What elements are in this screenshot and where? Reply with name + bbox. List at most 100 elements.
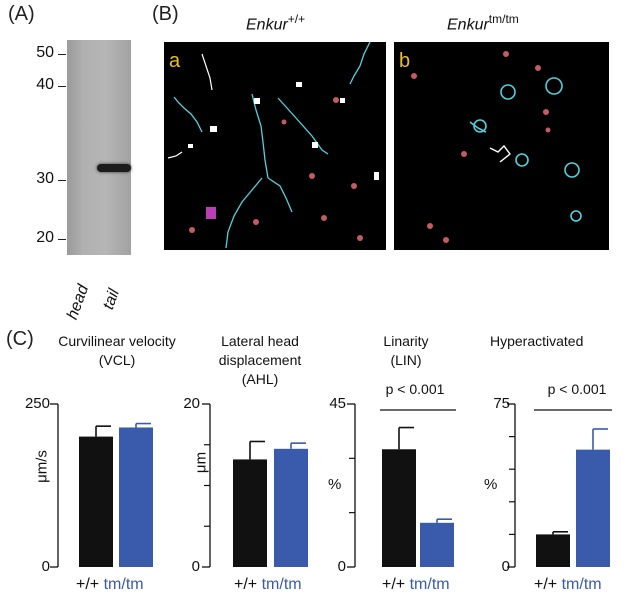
x-category-wildtype: +/+ tm/tm: [382, 576, 450, 594]
bar-mutant: [420, 522, 454, 567]
sperm-head: [340, 98, 345, 103]
x-category-wildtype: +/+ tm/tm: [534, 576, 602, 594]
sperm-head: [253, 219, 259, 225]
y-axis-label-lin: %: [328, 476, 342, 493]
chart-title-hyperactivated: Hyperactivated: [490, 333, 584, 349]
x-category-wildtype: +/+ tm/tm: [234, 576, 302, 594]
genotype-base: Enkur: [447, 16, 489, 34]
sperm-track: [251, 93, 269, 179]
y-axis-label-vcl: μm/s: [33, 450, 51, 483]
category-label: +/+: [382, 576, 406, 593]
micrograph-a-tracks: [167, 42, 379, 249]
chart-title-vcl: Curvilinear velocity (VCL): [58, 333, 176, 368]
mw-marker-tick: [58, 180, 66, 181]
genotype-base: Enkur: [246, 16, 288, 34]
sperm-track: [349, 42, 371, 85]
y-tick-min: 0: [191, 558, 200, 575]
y-tick-min: 0: [41, 558, 50, 575]
sperm-head: [411, 73, 417, 79]
bar-mutant: [274, 448, 308, 567]
sperm-head: [503, 51, 509, 57]
y-tick-max: 75: [493, 395, 510, 412]
y-axis-label-ahl: μm: [192, 451, 210, 474]
sperm-track: [469, 121, 487, 133]
sperm-head: [188, 144, 193, 148]
sperm-track: [225, 177, 263, 249]
panel-c-label: (C): [6, 328, 34, 350]
sperm-track: [570, 210, 582, 222]
sperm-track: [277, 97, 329, 155]
category-label: +/+: [534, 576, 558, 593]
sperm-head: [543, 109, 549, 115]
sperm-track: [201, 53, 213, 91]
category-label: +/+: [76, 576, 100, 593]
blot-band-tail: [97, 164, 131, 172]
sperm-head: [535, 65, 541, 71]
y-tick-max: 20: [183, 395, 200, 412]
bar-wildtype: [233, 459, 267, 567]
chart-title-lin: Linarity (LIN): [383, 333, 429, 368]
sperm-head: [281, 119, 287, 125]
sperm-head: [321, 215, 327, 221]
sperm-head: [210, 126, 217, 132]
micrograph-a: a: [164, 42, 386, 250]
micrograph-b-tracks: [411, 51, 582, 243]
mw-marker-tick: [58, 86, 66, 87]
sperm-head: [351, 183, 357, 189]
category-label: tm/tm: [409, 576, 450, 593]
micrograph-letter: b: [399, 50, 411, 72]
sperm-track: [545, 77, 563, 95]
panel-a-label: (A): [8, 3, 35, 25]
chart-title-ahl: Lateral head displacement (AHL): [218, 333, 302, 387]
sperm-track: [515, 153, 529, 167]
category-label: tm/tm: [103, 576, 144, 593]
sperm-head: [545, 127, 551, 133]
mw-marker-label: 50: [36, 44, 54, 61]
sperm-track: [564, 162, 580, 178]
y-tick-min: 0: [337, 558, 346, 575]
sperm-head: [427, 223, 433, 229]
bar-mutant: [119, 427, 153, 567]
category-label: +/+: [234, 576, 258, 593]
sperm-head: [309, 173, 315, 179]
p-value-hyperactivated: p < 0.001: [547, 381, 607, 397]
genotype-title-wildtype: Enkur+/+: [246, 12, 305, 34]
sperm-track: [489, 144, 511, 163]
mw-marker-tick: [58, 54, 66, 55]
y-tick-max: 250: [24, 395, 50, 412]
y-tick-min: 0: [501, 558, 510, 575]
p-value-lin: p < 0.001: [385, 381, 445, 397]
mw-marker-label: 40: [36, 76, 54, 93]
genotype-sup: tm/tm: [488, 12, 519, 26]
sperm-head: [374, 172, 379, 180]
genotype-sup: +/+: [287, 12, 306, 26]
sperm-head: [206, 207, 216, 219]
sperm-head: [189, 227, 195, 233]
sperm-head: [312, 142, 318, 148]
category-label: tm/tm: [561, 576, 602, 593]
sperm-head: [443, 237, 449, 243]
sperm-head: [254, 98, 260, 104]
panel-b-label: (B): [152, 3, 179, 25]
mw-marker-label: 20: [36, 229, 54, 246]
sperm-head: [357, 235, 363, 241]
bar-wildtype: [382, 449, 416, 567]
micrograph-b: b: [394, 42, 609, 250]
sperm-track: [267, 177, 293, 213]
sperm-track: [167, 151, 183, 159]
mw-marker-label: 30: [36, 170, 54, 187]
bar-wildtype: [79, 436, 113, 567]
sperm-head: [296, 82, 302, 87]
sperm-track: [173, 96, 203, 133]
genotype-title-mutant: Enkurtm/tm: [447, 12, 519, 34]
bar-wildtype: [536, 534, 570, 567]
x-category-wildtype: +/+ tm/tm: [76, 576, 144, 594]
bar-mutant: [576, 449, 610, 567]
blot-membrane: [67, 40, 131, 255]
sperm-track: [500, 84, 516, 100]
micrograph-letter: a: [169, 50, 181, 72]
y-tick-max: 45: [329, 395, 346, 412]
sperm-head: [333, 97, 339, 103]
sperm-head: [461, 151, 467, 157]
